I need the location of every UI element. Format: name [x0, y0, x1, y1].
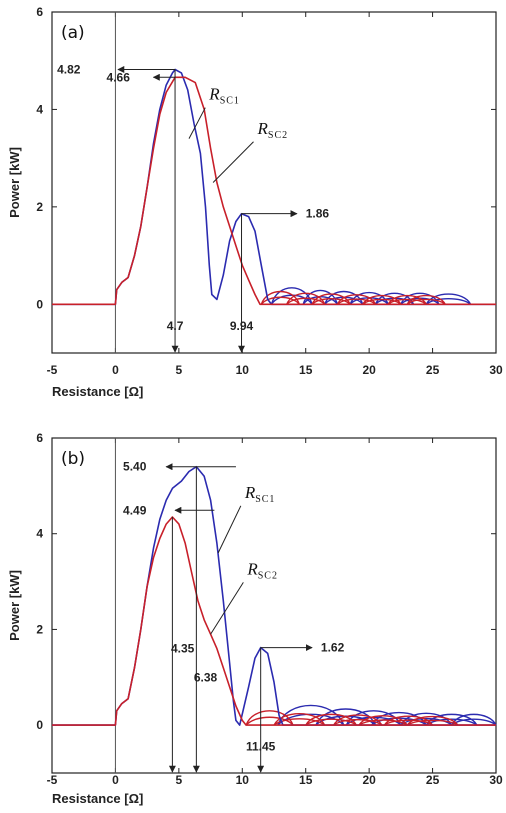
plot-frame	[51, 11, 497, 354]
y-tick-label: 6	[36, 431, 43, 445]
panel-label: (b)	[61, 449, 85, 469]
annotation-label: 4.66	[107, 70, 131, 84]
series-label-pointer	[217, 505, 242, 554]
x-tick-label: 30	[489, 773, 503, 787]
x-tick-label: 5	[176, 773, 183, 787]
series-label-sc2: RSC2	[257, 119, 289, 141]
series-line-r-sc1	[52, 68, 496, 306]
x-tick-label: 0	[112, 773, 119, 787]
x-axis-title: Resistance [Ω]	[52, 791, 143, 806]
x-tick-label: 10	[236, 773, 250, 787]
x-tick-label: 25	[426, 363, 440, 377]
plot-frame	[51, 437, 497, 774]
y-tick-label: 4	[36, 102, 43, 116]
y-axis-title: Power [kW]	[7, 570, 22, 641]
x-tick-label: -5	[47, 363, 58, 377]
x-tick-label: 0	[112, 363, 119, 377]
x-tick-label: 5	[176, 363, 183, 377]
x-tick-label: 20	[362, 363, 376, 377]
series-line-r-sc1	[52, 465, 496, 726]
series-label-pointer	[212, 141, 254, 183]
series-label-pointer	[188, 107, 206, 139]
annotation-label: 9.94	[230, 319, 254, 333]
x-tick-label: 30	[489, 363, 503, 377]
series-label-sc1: RSC1	[208, 85, 240, 107]
y-tick-label: 0	[36, 297, 43, 311]
chart-panel-a: -5 0 5 10 15 20 25 30 0 2 4 6 Resistance [Ω] Power [k…	[7, 5, 503, 399]
annotation-label: 1.62	[321, 641, 345, 655]
annotation-label: 11.45	[246, 740, 276, 754]
y-tick-label: 6	[36, 5, 43, 19]
x-tick-label: 20	[362, 773, 376, 787]
panel-label: (a)	[61, 23, 85, 43]
annotation-label: 4.82	[57, 62, 81, 76]
y-tick-label: 2	[36, 200, 43, 214]
annotation-label: 4.49	[123, 503, 147, 517]
y-tick-label: 2	[36, 622, 43, 636]
annotation-label: 4.7	[167, 319, 184, 333]
x-tick-label: -5	[47, 773, 58, 787]
x-tick-label: 25	[426, 773, 440, 787]
annotation-label: 1.86	[306, 207, 330, 221]
annotation-label: 4.35	[171, 642, 195, 656]
x-tick-label: 10	[236, 363, 250, 377]
annotation-label: 5.40	[123, 460, 147, 474]
series-line-r-sc2	[52, 516, 496, 726]
x-tick-label: 15	[299, 773, 313, 787]
series-label-pointer	[210, 582, 244, 635]
y-axis-title: Power [kW]	[7, 147, 22, 218]
x-axis-title: Resistance [Ω]	[52, 384, 143, 399]
series-line-r-sc2	[52, 76, 496, 306]
chart-panel-b: -5 0 5 10 15 20 25 30 0 2 4 6 Resistance [Ω] Power [k…	[7, 431, 503, 806]
series-label-sc2: RSC2	[246, 559, 278, 581]
y-tick-label: 4	[36, 527, 43, 541]
series-label-sc1: RSC1	[244, 483, 276, 505]
x-tick-label: 15	[299, 363, 313, 377]
annotation-label: 6.38	[194, 670, 218, 684]
y-tick-label: 0	[36, 718, 43, 732]
